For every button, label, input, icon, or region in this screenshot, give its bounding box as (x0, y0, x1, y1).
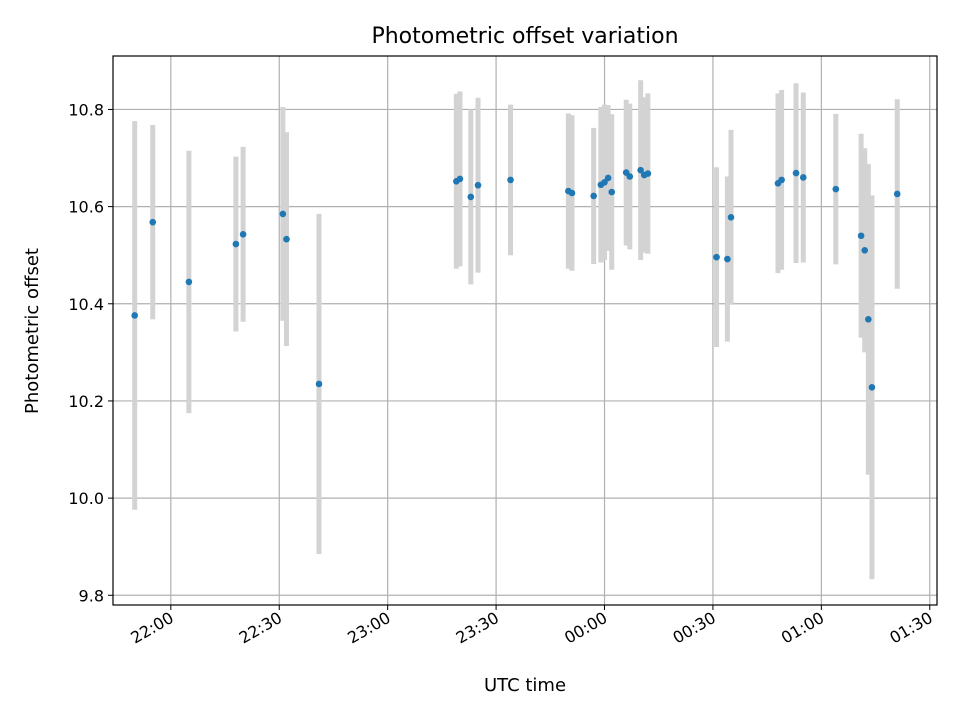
data-point (232, 240, 240, 248)
data-point (644, 170, 652, 177)
data-point (315, 380, 323, 388)
data-point (283, 235, 290, 243)
data-point (868, 384, 876, 391)
data-point (724, 255, 731, 263)
data-point (861, 247, 869, 254)
data-point (467, 193, 475, 201)
data-points (131, 166, 901, 391)
data-point (185, 278, 193, 286)
data-point (474, 181, 482, 189)
data-point (456, 175, 464, 183)
data-point (713, 253, 720, 261)
data-point (239, 231, 247, 238)
data-point (590, 192, 597, 200)
data-point (778, 176, 785, 184)
y-tick-label: 10.6 (68, 198, 104, 217)
data-point (626, 173, 634, 180)
plot-frame (112, 55, 938, 606)
data-point (149, 218, 157, 226)
data-point (727, 213, 735, 221)
y-tick-label: 10.0 (68, 489, 104, 508)
data-point (568, 189, 576, 197)
data-point (279, 210, 287, 218)
y-tick-label: 10.8 (68, 100, 104, 119)
data-point (865, 316, 872, 323)
data-point (507, 176, 514, 184)
data-point (637, 166, 644, 174)
y-tick-label: 10.2 (68, 392, 104, 411)
chart-title: Photometric offset variation (371, 24, 678, 49)
data-point (601, 179, 608, 186)
data-point (131, 312, 138, 319)
y-axis-label: Photometric offset (22, 248, 43, 414)
y-tick-label: 10.4 (68, 295, 104, 314)
data-point (857, 232, 865, 240)
data-point (608, 188, 616, 196)
data-point (604, 174, 612, 182)
x-axis-label: UTC time (484, 675, 566, 696)
data-point (799, 174, 807, 181)
data-point (893, 190, 901, 198)
grid-lines (113, 56, 937, 605)
y-axis-ticks: 9.8 10.0 10.2 10.4 10.6 10.8 (68, 100, 113, 605)
data-point (792, 169, 800, 177)
data-point (832, 185, 840, 193)
y-tick-label: 9.8 (79, 586, 104, 605)
